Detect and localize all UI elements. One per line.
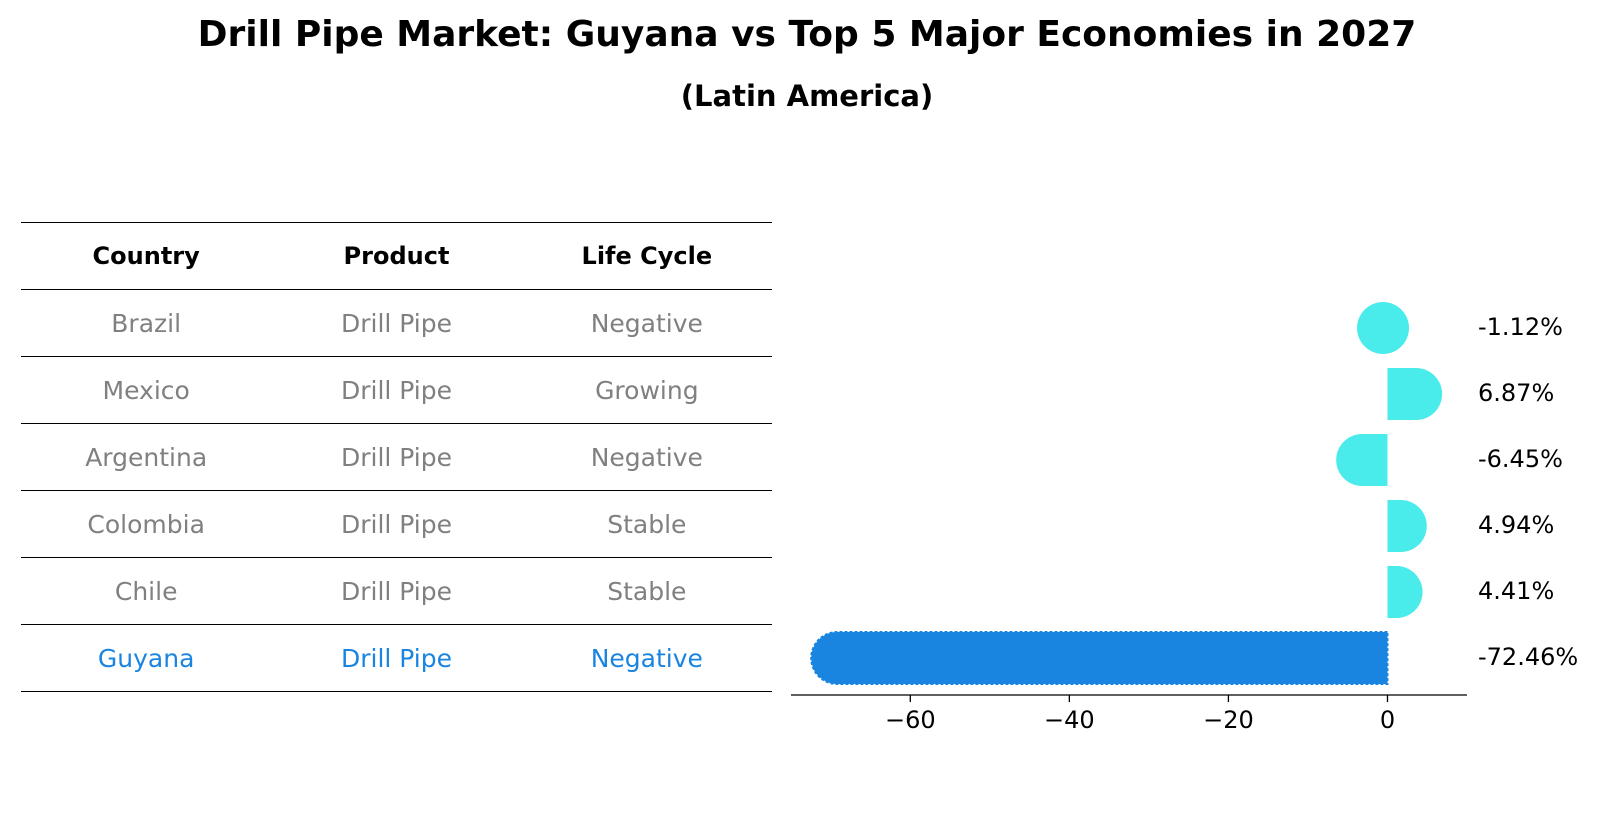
cell-life-cycle: Growing bbox=[521, 356, 772, 424]
cell-life-cycle: Stable bbox=[521, 490, 772, 558]
cell-country: Colombia bbox=[21, 490, 272, 558]
bar-colombia bbox=[1387, 500, 1427, 552]
data-label-colombia: 4.94% bbox=[1478, 511, 1554, 539]
column-header-country: Country bbox=[21, 222, 272, 290]
data-label-guyana: -72.46% bbox=[1478, 643, 1578, 671]
table-row-argentina: Argentina Drill Pipe Negative bbox=[21, 423, 772, 491]
column-header-life-cycle: Life Cycle bbox=[521, 222, 772, 290]
cell-life-cycle: Negative bbox=[521, 289, 772, 357]
cell-life-cycle: Negative bbox=[521, 423, 772, 491]
data-label-mexico: 6.87% bbox=[1478, 379, 1554, 407]
table-row-mexico: Mexico Drill Pipe Growing bbox=[21, 356, 772, 424]
bar-argentina bbox=[1336, 434, 1388, 486]
cell-country: Guyana bbox=[21, 624, 272, 692]
table-row-chile: Chile Drill Pipe Stable bbox=[21, 557, 772, 625]
bar-brazil bbox=[1357, 302, 1410, 354]
table-header-row: Country Product Life Cycle bbox=[21, 222, 772, 290]
chart-subtitle: (Latin America) bbox=[680, 79, 934, 113]
cell-country: Argentina bbox=[21, 423, 272, 491]
cell-product: Drill Pipe bbox=[271, 490, 522, 558]
cell-product: Drill Pipe bbox=[271, 289, 522, 357]
bar-guyana bbox=[810, 631, 1389, 685]
cell-country: Brazil bbox=[21, 289, 272, 357]
cell-product: Drill Pipe bbox=[271, 356, 522, 424]
cell-country: Mexico bbox=[21, 356, 272, 424]
country-table: Country Product Life Cycle Brazil Drill … bbox=[21, 222, 772, 692]
table-row-colombia: Colombia Drill Pipe Stable bbox=[21, 490, 772, 558]
cell-product: Drill Pipe bbox=[271, 557, 522, 625]
x-tick-label: −60 bbox=[885, 706, 936, 734]
x-tick-label: −20 bbox=[1203, 706, 1254, 734]
cell-product: Drill Pipe bbox=[271, 624, 522, 692]
data-label-brazil: -1.12% bbox=[1478, 313, 1563, 341]
cell-life-cycle: Negative bbox=[521, 624, 772, 692]
x-tick-label: 0 bbox=[1380, 706, 1395, 734]
x-tick-label: −40 bbox=[1044, 706, 1095, 734]
table-row-brazil: Brazil Drill Pipe Negative bbox=[21, 289, 772, 357]
chart-title: Drill Pipe Market: Guyana vs Top 5 Major… bbox=[197, 14, 1417, 55]
column-header-product: Product bbox=[271, 222, 522, 290]
cell-country: Chile bbox=[21, 557, 272, 625]
cell-life-cycle: Stable bbox=[521, 557, 772, 625]
bar-chile bbox=[1387, 566, 1423, 618]
data-label-chile: 4.41% bbox=[1478, 577, 1554, 605]
bar-mexico bbox=[1387, 368, 1443, 420]
cell-product: Drill Pipe bbox=[271, 423, 522, 491]
data-label-argentina: -6.45% bbox=[1478, 445, 1563, 473]
table-row-guyana: Guyana Drill Pipe Negative bbox=[21, 624, 772, 692]
